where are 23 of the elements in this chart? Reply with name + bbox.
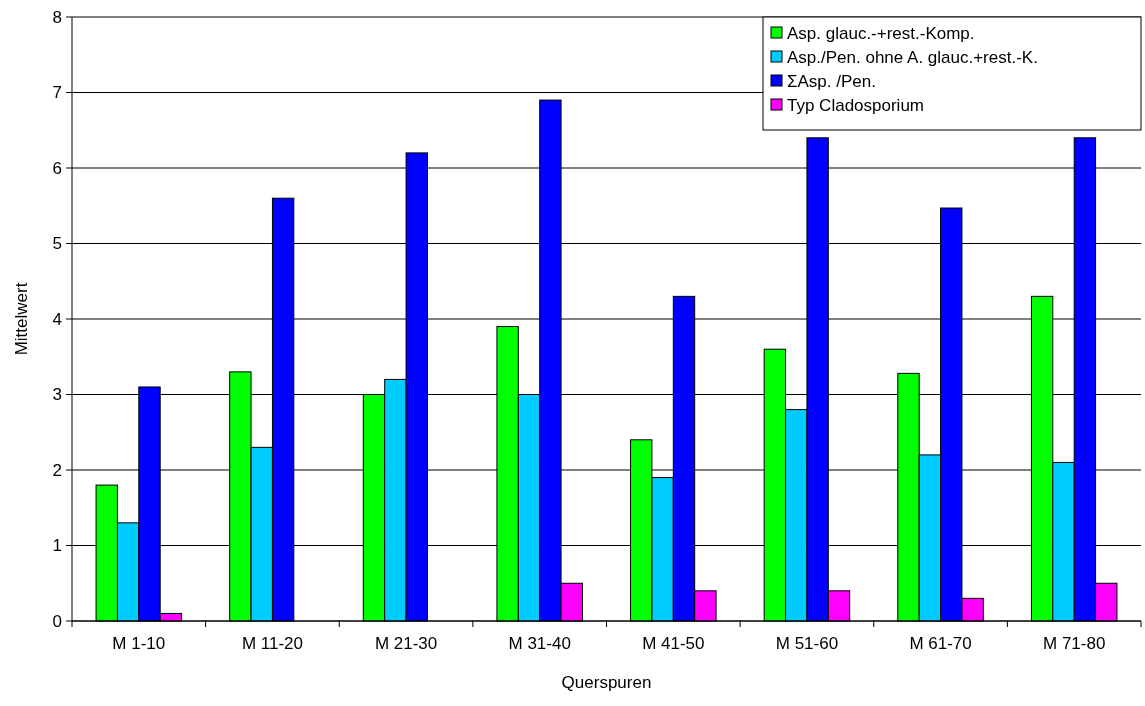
x-tick-label: M 11-20 [241, 634, 303, 653]
y-tick-label: 3 [52, 385, 62, 405]
legend-label: Asp. glauc.-+rest.-Komp. [787, 23, 975, 43]
x-tick-label: M 31-40 [508, 634, 571, 653]
x-tick-label: M 51-60 [775, 634, 839, 653]
y-tick-label: 0 [52, 611, 62, 631]
y-tick-label: 7 [52, 83, 62, 103]
x-tick-label: M 1-10 [112, 634, 166, 653]
y-tick-label: 2 [52, 460, 62, 480]
y-tick-label: 6 [52, 158, 62, 178]
legend-label: Asp./Pen. ohne A. glauc.+rest.-K. [787, 47, 1038, 67]
x-tick-label: M 41-50 [642, 634, 705, 653]
y-tick-label: 8 [52, 7, 62, 27]
x-tick-label: M 71-80 [1043, 634, 1106, 653]
y-axis-title: Mittelwert [12, 282, 31, 356]
y-tick-label: 5 [52, 234, 62, 254]
x-tick-label: M 21-30 [374, 634, 438, 653]
legend-label: ΣAsp. /Pen. [787, 71, 876, 91]
x-tick-label: M 61-70 [909, 634, 972, 653]
y-tick-label: 1 [52, 536, 62, 556]
x-axis-title: Querspuren [561, 673, 652, 692]
y-tick-label: 4 [52, 309, 62, 329]
legend-label: Typ Cladosporium [787, 95, 925, 115]
